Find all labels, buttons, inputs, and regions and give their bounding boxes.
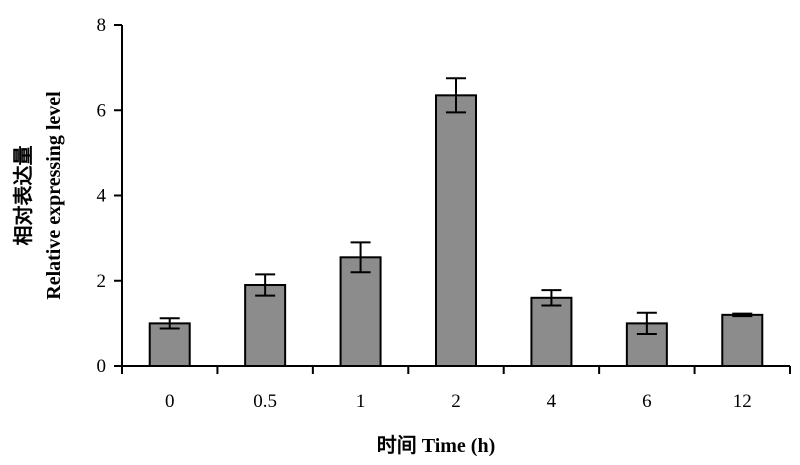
x-tick-label-3: 2 — [451, 391, 461, 412]
y-ticks-layer: 0 2 4 6 8 — [97, 15, 122, 377]
y-axis-title-line1: 相对表达量 — [11, 146, 35, 246]
x-tick-label-5: 6 — [642, 391, 652, 412]
error-bar-1 — [350, 241, 371, 274]
y-tick-label-3: 6 — [97, 100, 107, 121]
bar-4 — [530, 296, 573, 367]
y-tick-label-2: 4 — [97, 186, 107, 207]
x-tick-label-6: 12 — [733, 391, 752, 412]
bars-layer — [148, 94, 764, 368]
bar-2 — [435, 94, 477, 368]
error-bar-6 — [636, 311, 657, 336]
y-tick-label-0: 0 — [97, 356, 107, 377]
error-bar-2 — [446, 77, 466, 114]
bar-0 — [148, 322, 191, 367]
y-axis-title-line2: Relative expressing level — [43, 91, 65, 300]
error-bar-0 — [159, 317, 180, 330]
error-bar-0.5 — [255, 273, 276, 297]
error-bar-4 — [541, 289, 562, 307]
error-bars-layer — [159, 77, 753, 336]
y-tick-label-4: 8 — [97, 15, 107, 36]
x-tick-label-2: 1 — [356, 391, 366, 412]
x-tick-label-0: 0 — [165, 391, 175, 412]
bar-1 — [339, 256, 382, 367]
x-axis-title: 时间 Time (h) — [377, 434, 496, 457]
y-axis-title: 相对表达量 Relative expressing level — [11, 91, 65, 300]
bar-12 — [721, 313, 764, 368]
x-tick-label-1: 0.5 — [253, 391, 277, 412]
bar-0.5 — [244, 284, 287, 368]
error-bar-12 — [732, 312, 753, 318]
x-ticks-layer: 0 0.5 1 2 4 6 12 — [121, 366, 791, 412]
y-tick-label-1: 2 — [97, 271, 107, 292]
x-tick-label-4: 4 — [547, 391, 557, 412]
